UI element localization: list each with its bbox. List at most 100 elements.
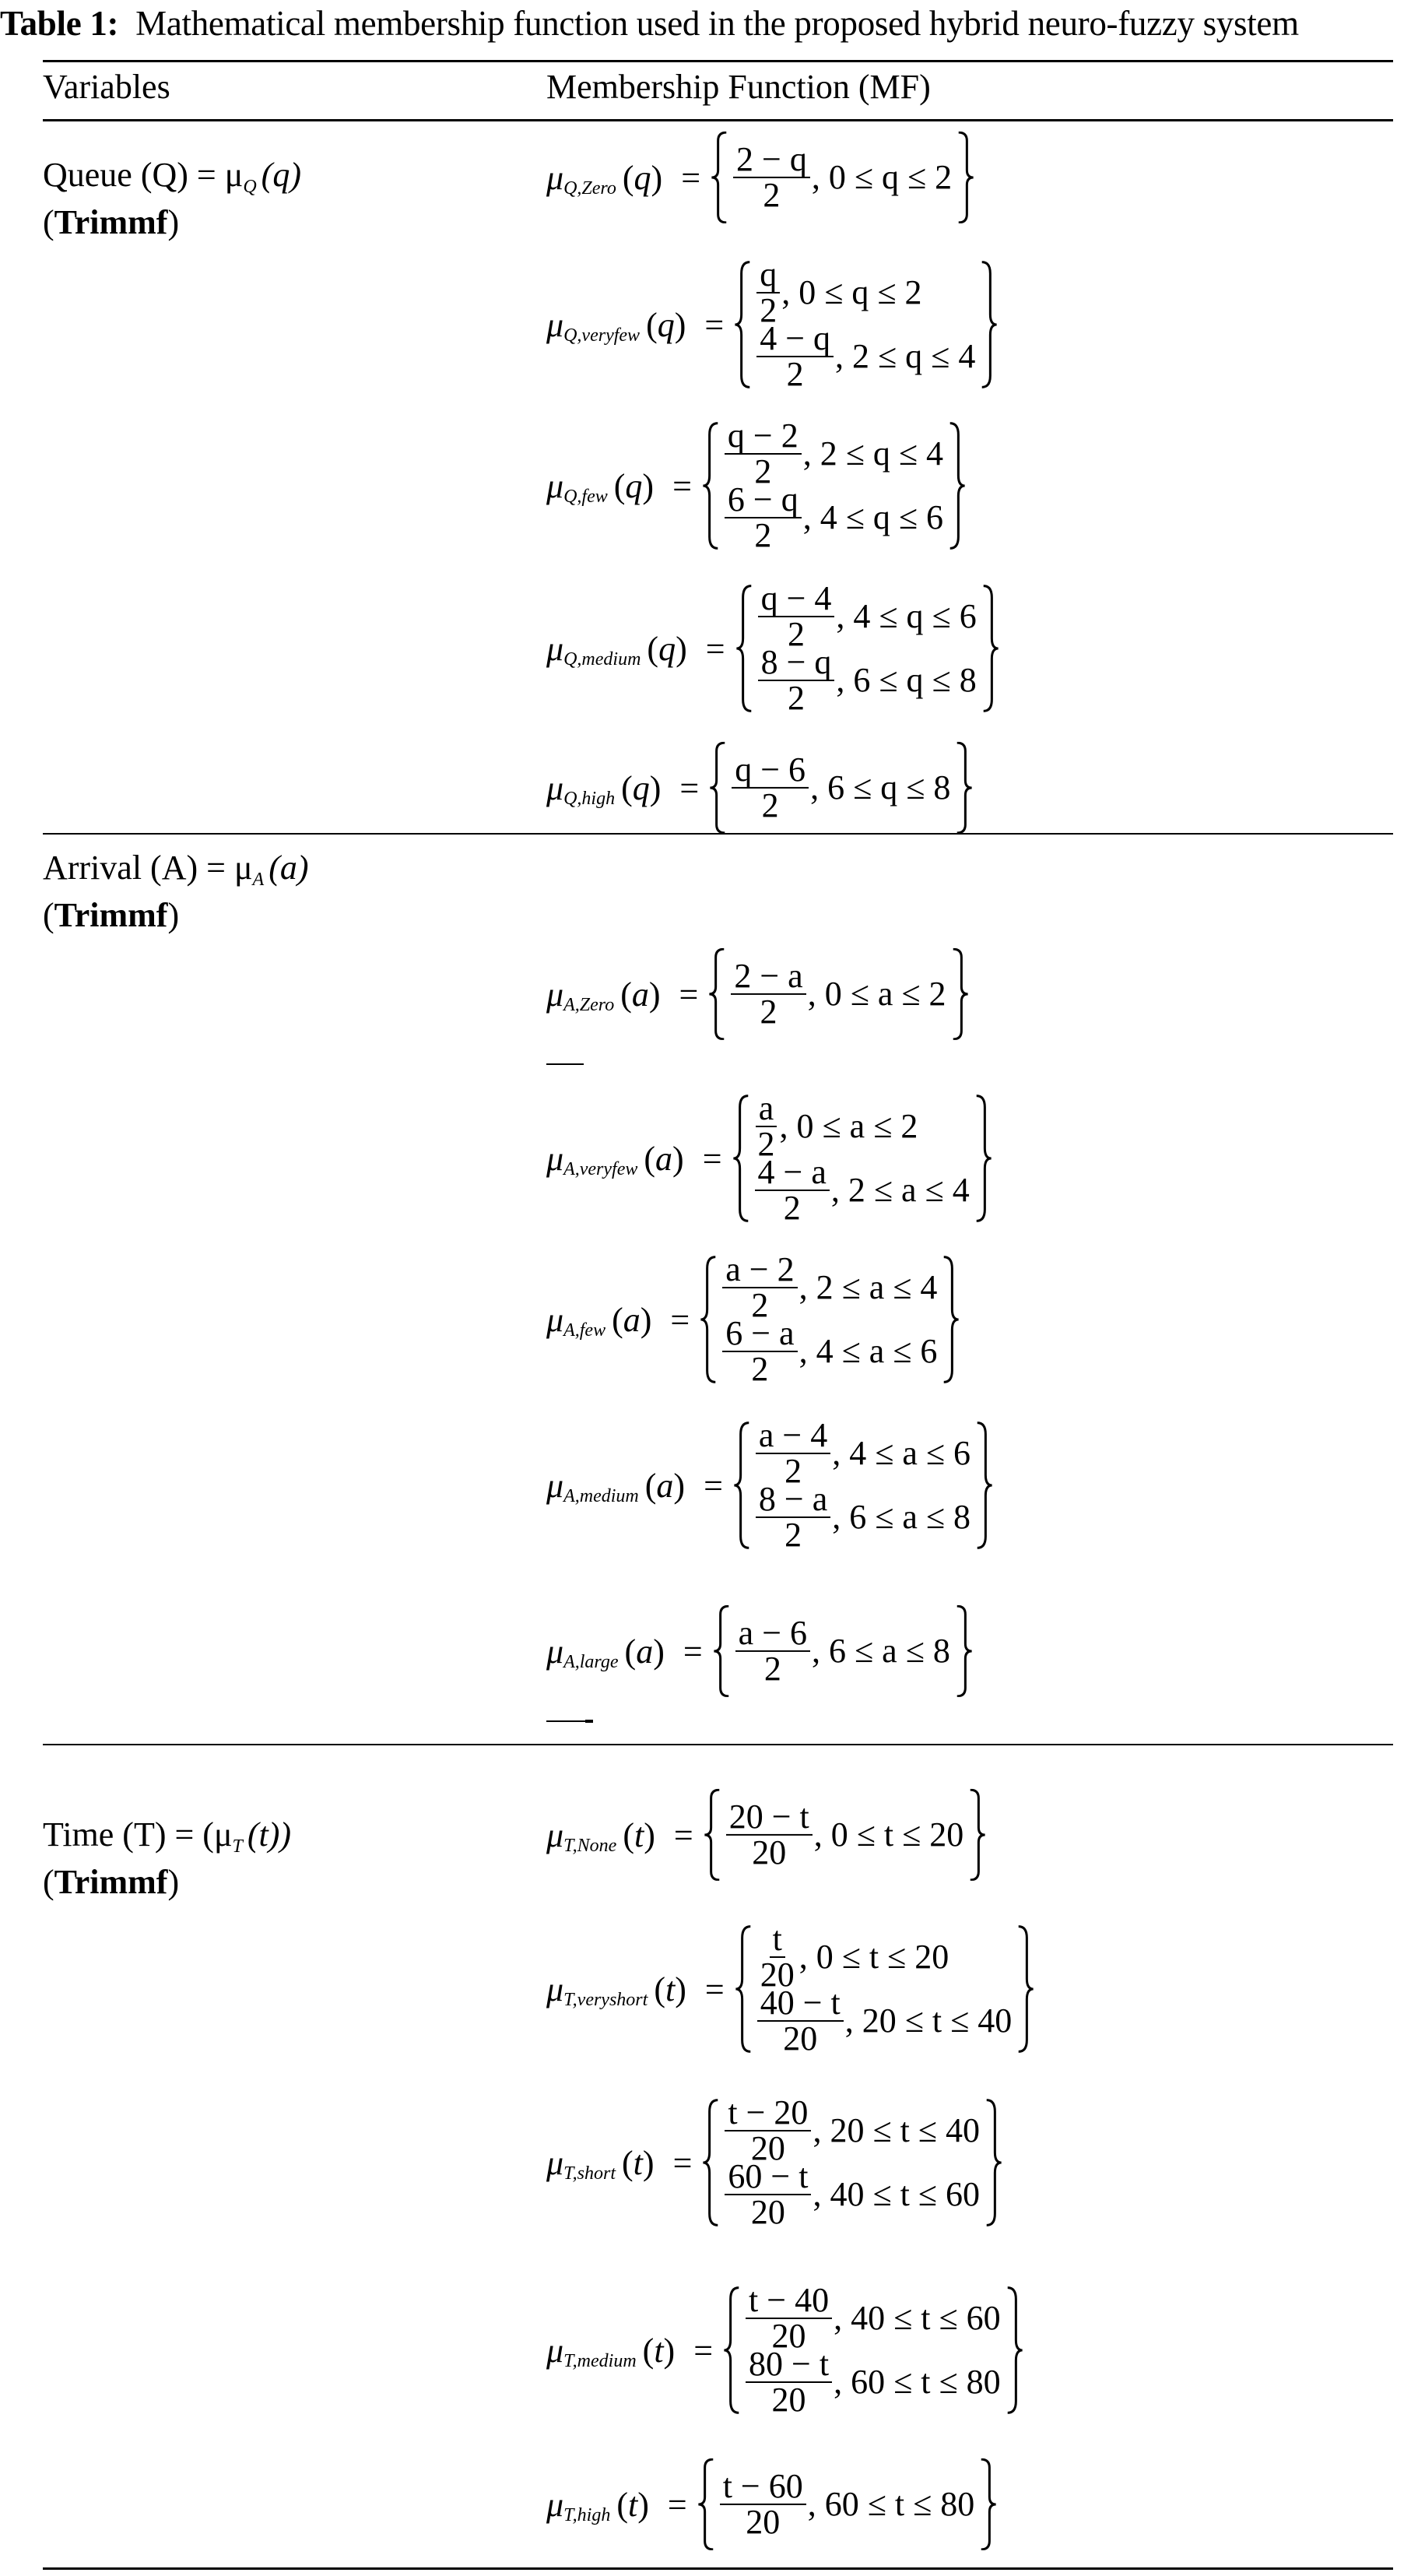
condition: , 2 ≤ a ≤ 4 [799, 1268, 938, 1306]
pieces: t − 60 20, 60 ≤ t ≤ 80 [717, 2458, 978, 2550]
condition: , 0 ≤ q ≤ 2 [781, 273, 922, 311]
denominator: 20 [760, 1956, 795, 1994]
left-brace-icon [733, 261, 753, 388]
numerator: a − 4 [755, 1418, 831, 1454]
left-brace-icon [722, 2286, 742, 2414]
numerator: 80 − t [746, 2347, 833, 2383]
mf-type: (Trimmf) [43, 896, 180, 934]
denominator: 2 [784, 1516, 802, 1554]
denominator: 2 [761, 785, 779, 824]
numerator: t − 60 [719, 2469, 806, 2505]
formula-argument: (t) [622, 2143, 655, 2182]
piecewise-set: t − 40 20, 40 ≤ t ≤ 60 80 − t 20, 60 ≤ t ≤ … [722, 2283, 1024, 2417]
numerator: 6 − a [722, 1316, 798, 1352]
argument-variable: t [627, 2485, 638, 2524]
variable-subscript: Q [243, 177, 257, 197]
condition: , 0 ≤ t ≤ 20 [813, 1815, 964, 1854]
variable-subscript: T [232, 1836, 243, 1857]
pieces: 20 − t 20, 0 ≤ t ≤ 20 [723, 1789, 967, 1881]
left-brace-icon [699, 1256, 719, 1383]
condition: , 0 ≤ a ≤ 2 [779, 1107, 918, 1145]
mf-type: (Trimmf) [43, 1863, 180, 1901]
condition: , 2 ≤ a ≤ 4 [830, 1171, 970, 1209]
denominator: 2 [786, 355, 804, 393]
formula-subscript: A,Zero [563, 994, 615, 1015]
argument-variable: a [631, 975, 649, 1014]
left-brace-icon [703, 1789, 723, 1881]
fraction: 60 − t 20 [725, 2160, 812, 2230]
mu-symbol: μ [546, 1466, 564, 1505]
right-brace-icon [953, 1605, 974, 1697]
mf-type-name: Trimmf [54, 896, 168, 934]
equals-sign: = [693, 2331, 714, 2370]
numerator: 8 − a [755, 1482, 831, 1518]
left-brace-icon [735, 585, 755, 712]
equals-sign: = [670, 1300, 690, 1339]
left-brace-icon [708, 742, 728, 834]
equals-sign: = [679, 975, 699, 1014]
formula-subscript: Q,Zero [563, 177, 616, 199]
piece: t − 60 20, 60 ≤ t ≤ 80 [719, 2469, 974, 2539]
section-rule [43, 833, 1393, 835]
formula-argument: (t) [623, 1815, 655, 1854]
table-caption: Table 1: Mathematical membership functio… [0, 3, 1299, 44]
condition: , 2 ≤ q ≤ 4 [802, 434, 944, 473]
numerator: q − 6 [732, 752, 809, 789]
formula-argument: (q) [613, 466, 655, 505]
mu-symbol: μ [546, 2331, 564, 2370]
left-brace-icon [707, 948, 728, 1040]
denominator: 2 [763, 1649, 781, 1688]
piece: t − 40 20, 40 ≤ t ≤ 60 [746, 2283, 1001, 2353]
piece: t − 20 20, 20 ≤ t ≤ 40 [725, 2096, 980, 2166]
left-brace-icon [701, 422, 721, 550]
mu-symbol: μ [546, 975, 564, 1014]
equals-sign: = [704, 305, 725, 344]
header-variables: Variables [43, 68, 170, 106]
condition: , 0 ≤ t ≤ 20 [799, 1938, 949, 1976]
argument-variable: t [634, 1815, 644, 1854]
equals-sign: = [705, 629, 725, 668]
denominator: 2 [783, 1189, 801, 1227]
formula-subscript: Q,medium [563, 648, 641, 669]
argument-variable: q [632, 768, 650, 807]
numerator: 2 − a [731, 958, 806, 995]
numerator: 6 − q [724, 483, 802, 518]
condition: , 0 ≤ q ≤ 2 [811, 157, 953, 196]
formula-argument: (t) [654, 1970, 686, 2008]
stray-dash [546, 1720, 585, 1722]
formula-subscript: T,veryshort [563, 1989, 648, 2010]
numerator: 40 − t [756, 1986, 844, 2022]
variable-argument: (t)) [247, 1815, 292, 1854]
formula-argument: (q) [621, 768, 662, 807]
formula-subscript: Q,few [563, 486, 608, 507]
right-brace-icon [1015, 1925, 1035, 2053]
condition: , 6 ≤ q ≤ 8 [810, 768, 951, 807]
formula-subscript: A,veryfew [563, 1158, 638, 1179]
caption-label: Table 1: [0, 4, 119, 43]
